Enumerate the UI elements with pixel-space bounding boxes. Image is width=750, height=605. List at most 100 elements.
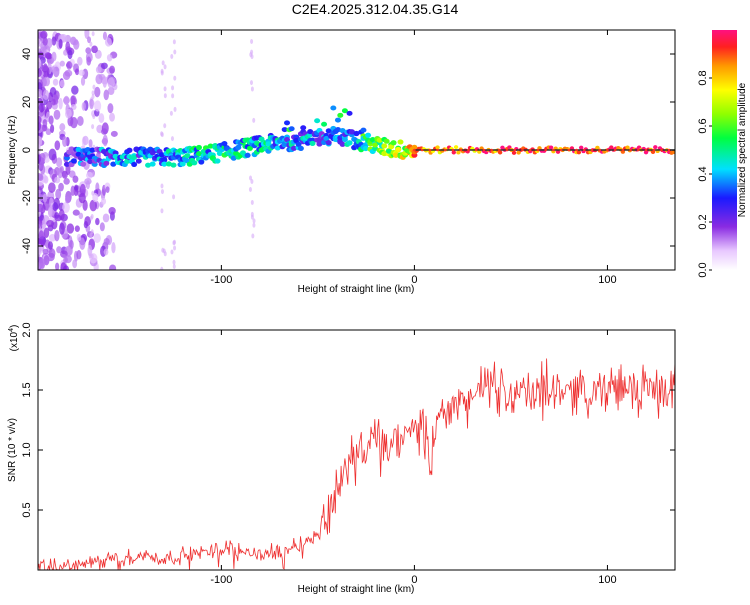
spectrogram-noise-cell	[38, 57, 42, 69]
spectrogram-ridge-cell	[216, 150, 223, 157]
spectrogram-noise-cell	[163, 64, 167, 70]
spectrogram-ridge-cell	[290, 145, 297, 151]
spectrogram-ridge-cell	[135, 158, 142, 164]
snr-scale-close: )	[9, 325, 20, 328]
spectrogram-noise-cell	[81, 101, 86, 111]
spectrogram-noise-cell	[171, 85, 175, 91]
spectrogram-noise-cell	[248, 187, 252, 193]
spectrogram-ridge-cell	[161, 157, 168, 163]
spectrogram-ridge-peak	[451, 148, 455, 152]
spectrogram-noise-cell	[38, 115, 42, 125]
spectrogram-noise-cell	[172, 39, 176, 45]
spectrogram-noise-cell	[38, 172, 43, 181]
spectrogram-ridge-cell	[385, 148, 392, 154]
spectrogram-ridge-cell	[337, 112, 344, 118]
spectrogram-noise-cell	[59, 222, 65, 235]
spectrogram-ridge-cell	[453, 145, 459, 150]
spectrogram-noise-cell	[173, 75, 177, 81]
spectrogram-ridge-cell	[288, 126, 295, 132]
spectrogram-noise-cell	[102, 77, 107, 88]
spectrogram-ridge-cell	[362, 145, 369, 152]
spectrogram-ridge-peak	[436, 148, 439, 152]
spectrogram-ridge-cell	[184, 153, 191, 159]
spectrogram-noise-cell	[160, 132, 164, 138]
spectrogram-noise-cell	[76, 233, 82, 242]
spectrogram-ridge-cell	[381, 143, 388, 149]
spectrogram-ridge-peak	[482, 148, 486, 152]
spectrogram-noise-cell	[252, 222, 256, 228]
spectrogram-ridge-cell	[300, 125, 307, 131]
spectrogram-ridge-cell	[334, 117, 341, 123]
spectrogram-ridge-cell	[341, 136, 348, 143]
spectrogram-ridge-cell	[346, 140, 353, 146]
spectrogram-x-tick-label: -100	[210, 274, 232, 286]
spectrogram-y-label: Frequency (Hz)	[7, 116, 18, 185]
spectrogram-ridge-cell	[435, 145, 440, 150]
spectrogram-ridge-cell	[511, 150, 517, 155]
spectrogram-noise-cell	[249, 52, 253, 58]
spectrogram-ridge-peak	[459, 148, 463, 152]
colorbar-label: Normalized spectral amplitude	[737, 82, 748, 217]
spectrogram-noise-cell	[160, 189, 164, 195]
spectrogram-ridge-cell	[516, 150, 521, 155]
spectrogram-ridge-peak	[660, 148, 663, 152]
snr-y-tick-label: 1.5	[21, 382, 33, 397]
spectrogram-ridge-cell	[620, 149, 626, 154]
spectrogram-ridge-peak	[567, 148, 571, 152]
spectrogram-ridge-peak	[513, 148, 517, 152]
spectrogram-noise-cell	[173, 106, 177, 112]
spectrogram-noise-cell	[108, 206, 116, 215]
spectrogram-ridge-cell	[643, 150, 649, 155]
spectrogram-noise-cell	[172, 259, 176, 265]
spectrogram-ridge-cell	[346, 110, 353, 116]
spectrogram-ridge-cell	[295, 141, 302, 147]
spectrogram-noise-cell	[84, 216, 91, 227]
spectrogram-ridge-cell	[297, 145, 304, 151]
spectrogram-noise-cell	[58, 97, 63, 110]
spectrogram-noise-cell	[70, 185, 76, 197]
spectrogram-noise-cell	[89, 215, 93, 221]
spectrogram-noise-cell	[87, 244, 93, 257]
spectrogram-ridge-cell	[497, 150, 503, 155]
spectrogram-noise-cell	[48, 182, 56, 193]
spectrogram-noise-cell	[52, 202, 59, 212]
spectrogram-noise-cell	[76, 249, 82, 260]
spectrogram-noise-cell	[49, 197, 54, 208]
spectrogram-noise-cell	[38, 230, 44, 242]
spectrogram-noise-cell	[72, 209, 80, 216]
spectrogram-noise-cell	[87, 36, 92, 44]
spectrogram-noise-cell	[252, 218, 256, 224]
spectrogram-ridge-cell	[179, 161, 186, 167]
spectrogram-noise-cell	[111, 242, 116, 254]
spectrogram-ridge-cell	[548, 145, 554, 150]
spectrogram-noise-cell	[59, 123, 66, 132]
spectrogram-ridge-cell	[397, 139, 404, 145]
snr-panel: -100 0 100 0.5 1.0 1.5 2.0 Height of straight …	[7, 322, 676, 595]
spectrogram-noise-cell	[73, 39, 80, 50]
spectrogram-noise-cell	[163, 86, 167, 92]
spectrogram-noise-cell	[88, 253, 92, 259]
spectrogram-ridge-peak	[644, 148, 648, 152]
spectrogram-noise-cell	[62, 136, 68, 147]
colorbar-tick-label: 0.8	[697, 70, 709, 85]
spectrogram-ridge-cell	[195, 151, 202, 157]
spectrogram-noise-cell	[95, 66, 102, 74]
spectrogram-y-tick-label: 40	[21, 48, 33, 60]
spectrogram-noise-cell	[46, 220, 55, 228]
spectrogram-noise-cell	[92, 114, 96, 120]
spectrogram-noise-cell	[91, 90, 95, 96]
spectrogram-noise-cell	[106, 54, 113, 62]
spectrogram-ridge-cell	[145, 162, 152, 168]
spectrogram-noise-cell	[42, 37, 48, 46]
spectrogram-noise-cell	[41, 220, 46, 230]
spectrogram-ridge-cell	[131, 161, 138, 168]
spectrogram-noise-cell	[38, 102, 45, 113]
spectrogram-noise-cell	[91, 190, 95, 196]
spectrogram-noise-cell	[66, 223, 75, 234]
spectrogram-ridge-cell	[392, 152, 399, 158]
spectrogram-ridge-cell	[235, 144, 242, 150]
spectrogram-noise-cell	[38, 258, 46, 269]
spectrogram-ridge-cell	[165, 161, 172, 167]
spectrogram-ridge-cell	[158, 152, 165, 158]
